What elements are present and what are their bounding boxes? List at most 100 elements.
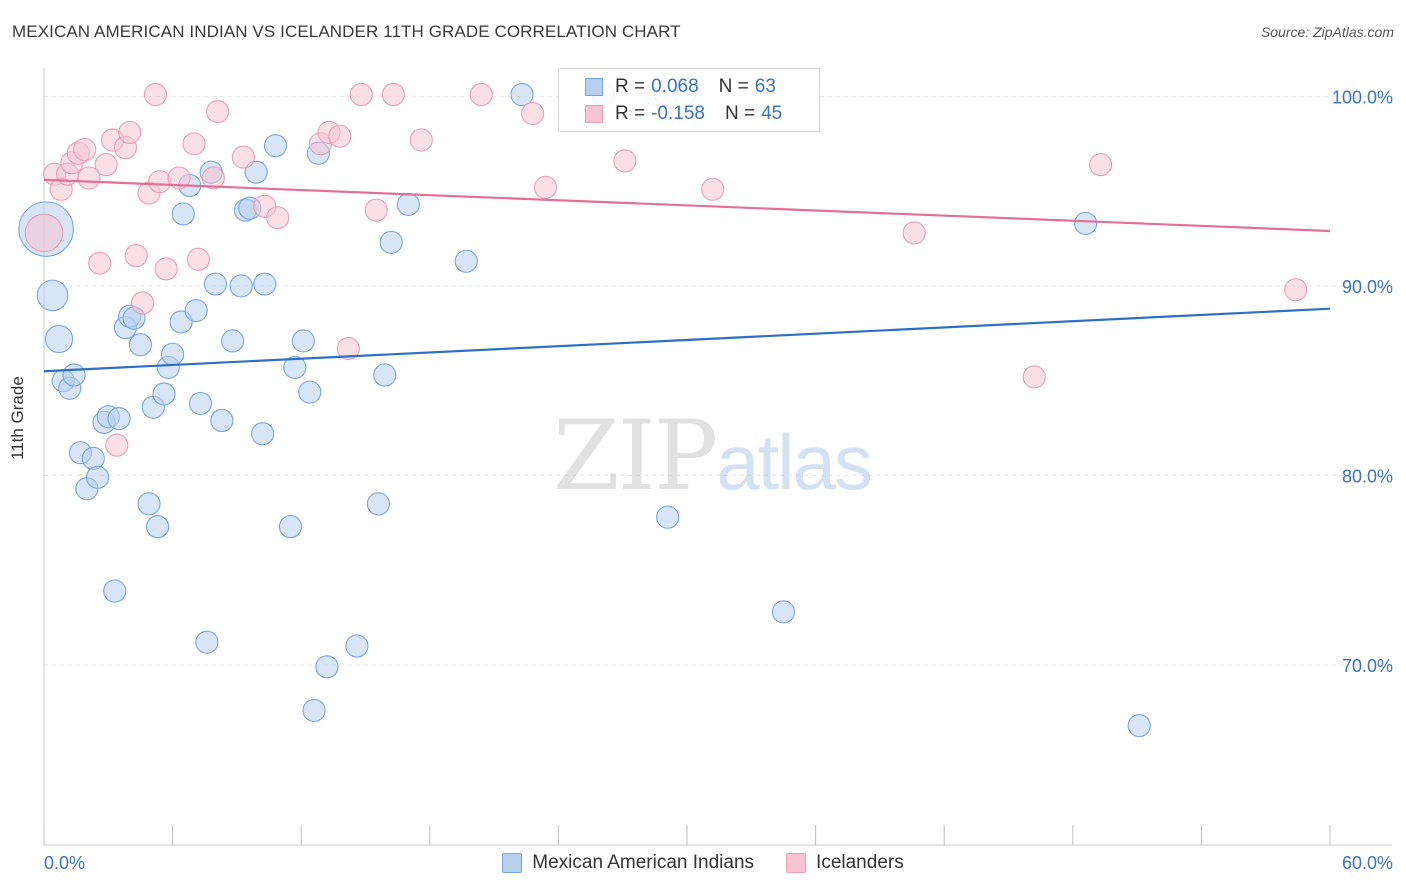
point-mexican-american-indians: [510, 82, 534, 107]
point-icelanders: [124, 244, 148, 268]
point-icelanders: [364, 198, 388, 222]
point-mexican-american-indians: [62, 363, 86, 387]
point-mexican-american-indians: [229, 274, 253, 298]
blue-swatch: [585, 78, 603, 96]
point-icelanders: [409, 128, 433, 152]
point-icelanders: [118, 120, 142, 145]
data-points: [18, 82, 1308, 738]
point-mexican-american-indians: [195, 630, 219, 654]
point-icelanders: [24, 213, 64, 253]
stats-legend: R = 0.068 N = 63 R = -0.158 N = 45: [558, 68, 820, 132]
stats-row-pink: R = -0.158 N = 45: [585, 102, 782, 126]
point-mexican-american-indians: [251, 422, 275, 446]
r-value: 0.068: [651, 76, 699, 97]
point-icelanders: [154, 257, 178, 281]
point-icelanders: [701, 177, 725, 201]
point-icelanders: [105, 433, 129, 457]
point-icelanders: [1284, 278, 1308, 302]
point-mexican-american-indians: [128, 333, 153, 357]
series-legend: Mexican American Indians Icelanders: [0, 852, 1406, 874]
point-mexican-american-indians: [36, 279, 69, 312]
trend-line-pink: [43, 178, 1331, 233]
watermark: ZIPatlas: [553, 400, 873, 512]
y-tick-label: 80.0%: [1342, 466, 1393, 486]
n-label: N =: [724, 103, 756, 124]
point-mexican-american-indians: [107, 406, 131, 431]
point-icelanders: [94, 153, 118, 177]
axes: [43, 68, 1392, 846]
y-axis-label: 11th Grade: [8, 376, 27, 460]
point-mexican-american-indians: [145, 515, 170, 539]
trend-lines: [43, 178, 1331, 373]
point-icelanders: [336, 336, 360, 361]
point-mexican-american-indians: [81, 446, 105, 470]
n-label: N =: [718, 76, 749, 97]
legend-item-icelanders[interactable]: Icelanders: [786, 852, 904, 874]
point-icelanders: [1022, 365, 1046, 389]
point-icelanders: [167, 166, 191, 190]
point-icelanders: [328, 124, 352, 148]
point-icelanders: [88, 251, 112, 275]
point-icelanders: [902, 221, 926, 245]
watermark-zip: ZIP: [553, 400, 718, 512]
point-icelanders: [206, 99, 230, 124]
point-mexican-american-indians: [366, 492, 390, 516]
r-label: R =: [615, 103, 646, 124]
point-mexican-american-indians: [345, 634, 369, 658]
legend-label: Mexican American Indians: [532, 852, 755, 873]
point-mexican-american-indians: [283, 355, 307, 380]
point-mexican-american-indians: [396, 192, 420, 217]
r-value: -0.158: [651, 103, 705, 124]
point-mexican-american-indians: [85, 465, 110, 489]
point-mexican-american-indians: [184, 298, 208, 323]
point-icelanders: [143, 82, 168, 107]
r-label: R =: [615, 76, 646, 97]
point-icelanders: [521, 101, 545, 126]
point-icelanders: [1089, 153, 1113, 177]
point-mexican-american-indians: [379, 230, 403, 254]
legend-swatch-blue: [502, 853, 523, 873]
point-icelanders: [381, 82, 405, 107]
point-mexican-american-indians: [1074, 211, 1098, 235]
point-icelanders: [469, 82, 493, 107]
point-mexican-american-indians: [771, 600, 796, 624]
point-mexican-american-indians: [210, 408, 234, 433]
point-mexican-american-indians: [278, 515, 303, 539]
point-mexican-american-indians: [161, 342, 185, 366]
point-mexican-american-indians: [298, 380, 322, 404]
point-icelanders: [266, 206, 290, 230]
point-mexican-american-indians: [244, 160, 268, 184]
point-icelanders: [613, 149, 637, 173]
point-mexican-american-indians: [171, 202, 195, 226]
point-icelanders: [533, 175, 558, 199]
point-mexican-american-indians: [137, 492, 161, 516]
point-mexican-american-indians: [656, 505, 680, 529]
stats-row-blue: R = 0.068 N = 63: [585, 75, 776, 99]
point-mexican-american-indians: [302, 698, 326, 723]
point-mexican-american-indians: [152, 382, 176, 406]
point-mexican-american-indians: [188, 391, 213, 416]
point-icelanders: [186, 247, 210, 272]
legend-item-mexican-american-indians[interactable]: Mexican American Indians: [502, 852, 754, 874]
point-icelanders: [182, 132, 206, 156]
point-mexican-american-indians: [221, 329, 245, 353]
point-icelanders: [73, 137, 97, 162]
point-mexican-american-indians: [44, 324, 74, 354]
legend-swatch-pink: [786, 853, 807, 873]
point-icelanders: [231, 145, 255, 169]
y-tick-label: 100.0%: [1332, 87, 1393, 107]
watermark-atlas: atlas: [716, 418, 873, 506]
pink-swatch: [585, 105, 603, 123]
point-mexican-american-indians: [263, 134, 288, 158]
point-mexican-american-indians: [373, 363, 397, 387]
point-mexican-american-indians: [454, 249, 478, 273]
point-mexican-american-indians: [253, 272, 277, 296]
point-icelanders: [130, 291, 155, 315]
point-icelanders: [148, 170, 172, 194]
n-value: 63: [754, 76, 776, 97]
trend-line-blue: [43, 307, 1331, 373]
chart-title: MEXICAN AMERICAN INDIAN VS ICELANDER 11T…: [12, 22, 681, 41]
point-icelanders: [77, 166, 101, 190]
y-tick-label: 90.0%: [1342, 277, 1393, 297]
